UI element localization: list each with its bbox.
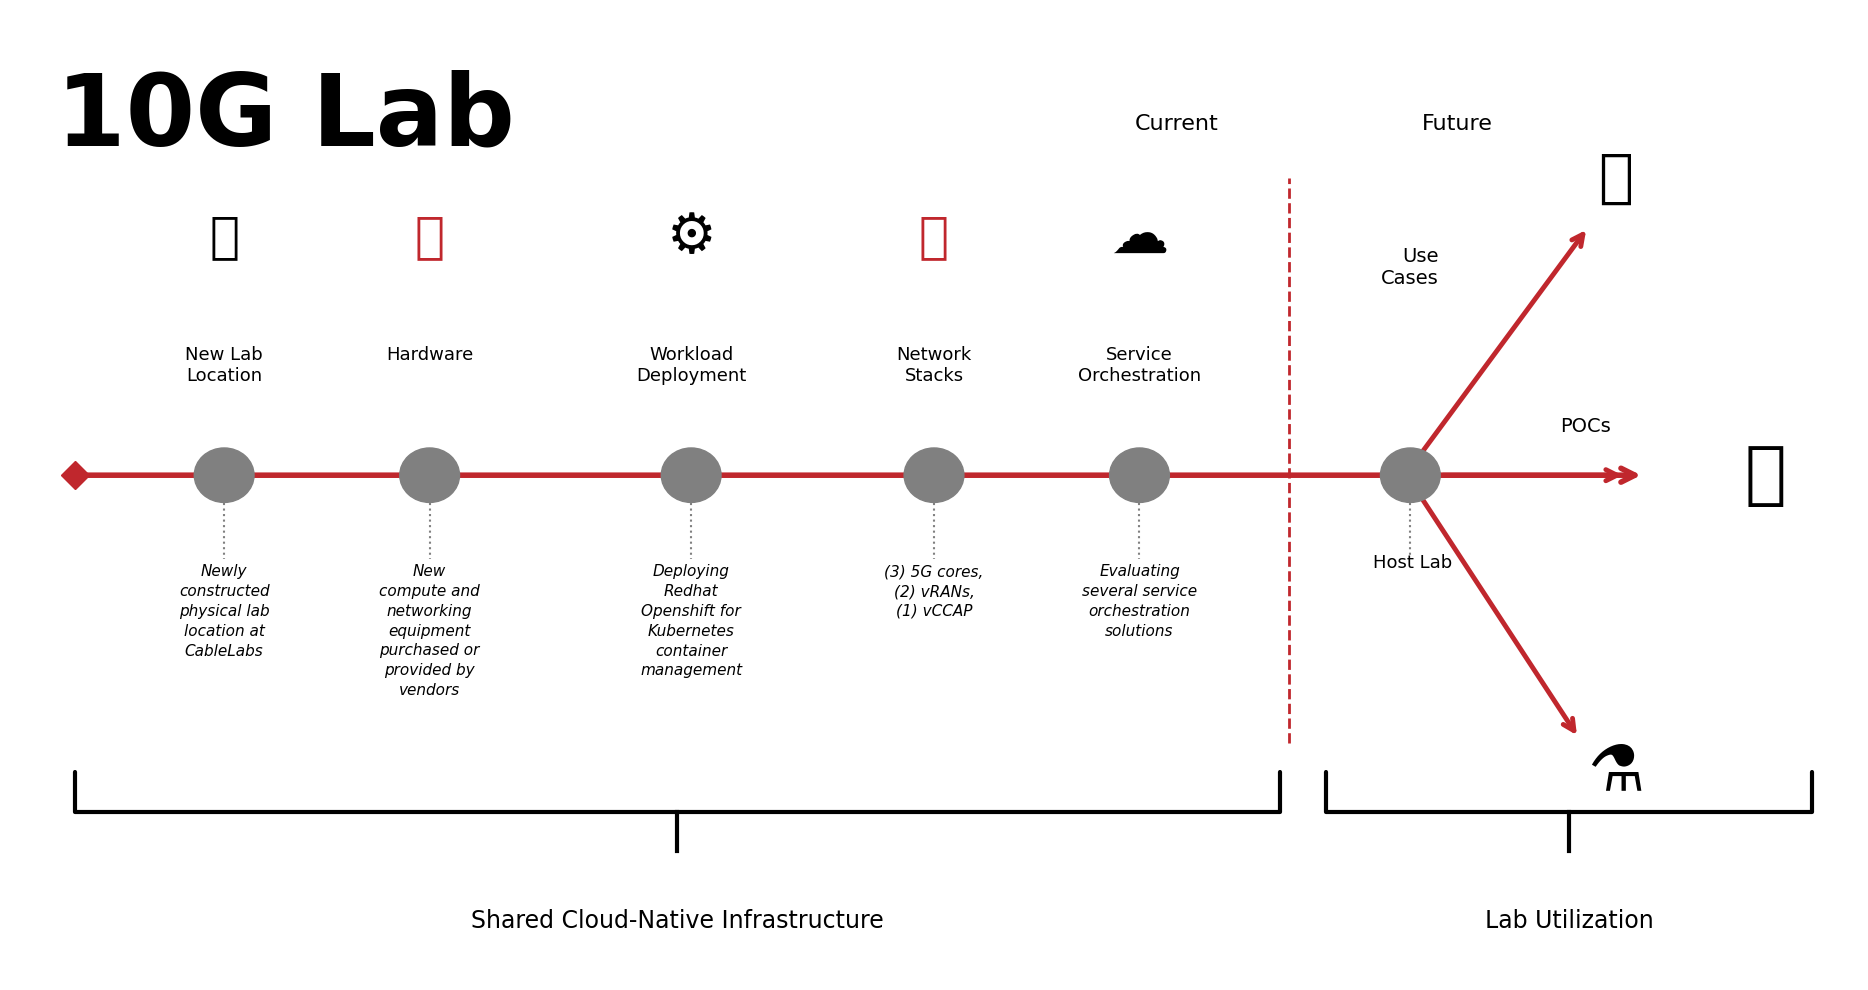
Text: Lab Utilization: Lab Utilization	[1485, 909, 1653, 933]
Text: Service
Orchestration: Service Orchestration	[1078, 346, 1201, 385]
Text: POCs: POCs	[1560, 417, 1610, 436]
Text: 🖥: 🖥	[415, 214, 445, 261]
Text: Evaluating
several service
orchestration
solutions: Evaluating several service orchestration…	[1082, 564, 1197, 639]
Ellipse shape	[194, 447, 254, 502]
Text: Network
Stacks: Network Stacks	[897, 346, 971, 385]
Ellipse shape	[400, 447, 460, 502]
Text: 💡: 💡	[1745, 442, 1786, 509]
Text: Future: Future	[1422, 114, 1493, 134]
Text: ⚙: ⚙	[667, 211, 715, 264]
Text: Shared Cloud-Native Infrastructure: Shared Cloud-Native Infrastructure	[471, 909, 884, 933]
Text: 🔴: 🔴	[1599, 149, 1633, 207]
Ellipse shape	[904, 447, 964, 502]
Text: Current: Current	[1136, 114, 1218, 134]
Text: 📍: 📍	[209, 214, 239, 261]
Text: Use
Cases: Use Cases	[1380, 248, 1438, 288]
Text: New
compute and
networking
equipment
purchased or
provided by
vendors: New compute and networking equipment pur…	[379, 564, 480, 698]
Text: Newly
constructed
physical lab
location at
CableLabs: Newly constructed physical lab location …	[179, 564, 269, 658]
Text: 10G Lab: 10G Lab	[56, 69, 516, 166]
Text: Hardware: Hardware	[387, 346, 473, 364]
Text: ⚗: ⚗	[1588, 742, 1644, 803]
Text: ☁: ☁	[1110, 209, 1169, 266]
Text: 📶: 📶	[919, 214, 949, 261]
Text: New Lab
Location: New Lab Location	[185, 346, 263, 385]
Text: Host Lab: Host Lab	[1373, 554, 1451, 572]
Text: Workload
Deployment: Workload Deployment	[635, 346, 747, 385]
Ellipse shape	[1380, 447, 1440, 502]
Ellipse shape	[1110, 447, 1169, 502]
Text: (3) 5G cores,
(2) vRANs,
(1) vCCAP: (3) 5G cores, (2) vRANs, (1) vCCAP	[884, 564, 984, 619]
Ellipse shape	[661, 447, 721, 502]
Text: Deploying
Redhat
Openshift for
Kubernetes
container
management: Deploying Redhat Openshift for Kubernete…	[641, 564, 742, 678]
